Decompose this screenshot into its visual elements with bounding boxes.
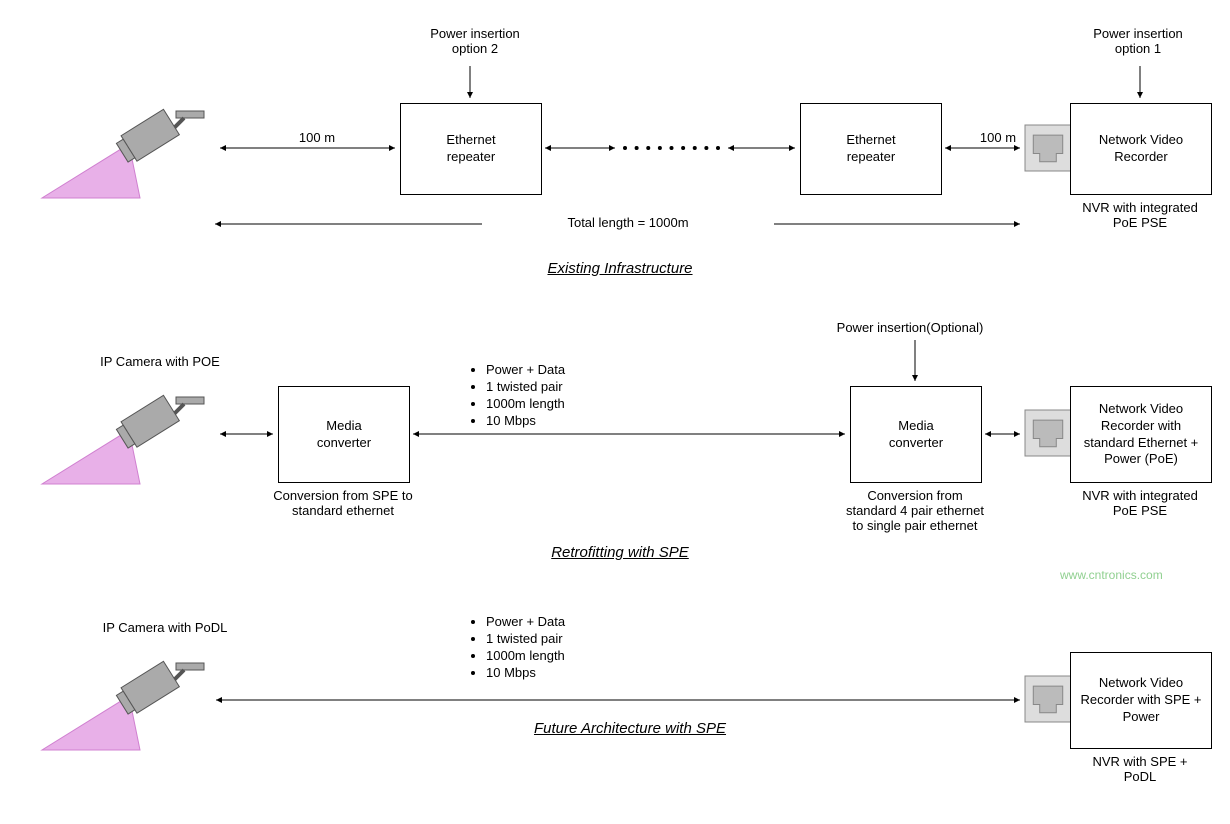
bullet-item: 1000m length: [486, 648, 565, 663]
ethernet-repeater-1-text: Ethernetrepeater: [446, 132, 495, 166]
ethernet-repeater-2-text: Ethernetrepeater: [846, 132, 895, 166]
nvr-text-1: Network VideoRecorder: [1099, 132, 1183, 166]
bullet-item: Power + Data: [486, 362, 565, 377]
bullet-item: 1000m length: [486, 396, 565, 411]
nvr-sub-label-1: NVR with integratedPoE PSE: [1070, 200, 1210, 230]
distance-2-label: 100 m: [968, 130, 1028, 145]
nvr-text-3: Network VideoRecorder with SPE +Power: [1080, 675, 1201, 726]
section-3-title: Future Architecture with SPE: [500, 720, 760, 737]
nvr-box-3: Network VideoRecorder with SPE +Power: [1070, 652, 1212, 749]
svg-overlay: [20, 20, 1230, 824]
ethernet-repeater-2-box: Ethernetrepeater: [800, 103, 942, 195]
media-converter-2-box: Mediaconverter: [850, 386, 982, 483]
section-2-title: Retrofitting with SPE: [500, 544, 740, 561]
nvr-sub-label-2: NVR with integratedPoE PSE: [1070, 488, 1210, 518]
diagram-root: Power insertionoption 2 Power insertiono…: [20, 20, 1210, 784]
power-optional-label: Power insertion(Optional): [810, 320, 1010, 335]
bullet-item: 10 Mbps: [486, 413, 565, 428]
camera-label-2: IP Camera with POE: [85, 354, 235, 369]
power-option-1-label: Power insertionoption 1: [1078, 26, 1198, 56]
bullet-list-3: Power + Data 1 twisted pair 1000m length 10…: [466, 612, 565, 682]
media-converter-1-sub: Conversion from SPE tostandard ethernet: [268, 488, 418, 518]
section-1-title: Existing Infrastructure: [500, 260, 740, 277]
nvr-text-2: Network VideoRecorder withstandard Ether…: [1084, 401, 1199, 469]
distance-1-label: 100 m: [287, 130, 347, 145]
bullet-item: Power + Data: [486, 614, 565, 629]
bullet-item: 1 twisted pair: [486, 631, 565, 646]
bullet-item: 1 twisted pair: [486, 379, 565, 394]
bullet-list-2: Power + Data 1 twisted pair 1000m length 10…: [466, 360, 565, 430]
power-option-2-label: Power insertionoption 2: [415, 26, 535, 56]
media-converter-1-text: Mediaconverter: [317, 418, 371, 452]
nvr-box-2: Network VideoRecorder withstandard Ether…: [1070, 386, 1212, 483]
media-converter-2-text: Mediaconverter: [889, 418, 943, 452]
media-converter-2-sub: Conversion fromstandard 4 pair ethernett…: [830, 488, 1000, 533]
total-length-label: Total length = 1000m: [482, 215, 774, 230]
bullet-item: 10 Mbps: [486, 665, 565, 680]
nvr-box-1: Network VideoRecorder: [1070, 103, 1212, 195]
nvr-sub-label-3: NVR with SPE +PoDL: [1070, 754, 1210, 784]
watermark: www.cntronics.com: [1060, 568, 1163, 582]
media-converter-1-box: Mediaconverter: [278, 386, 410, 483]
ethernet-repeater-1-box: Ethernetrepeater: [400, 103, 542, 195]
camera-label-3: IP Camera with PoDL: [85, 620, 245, 635]
